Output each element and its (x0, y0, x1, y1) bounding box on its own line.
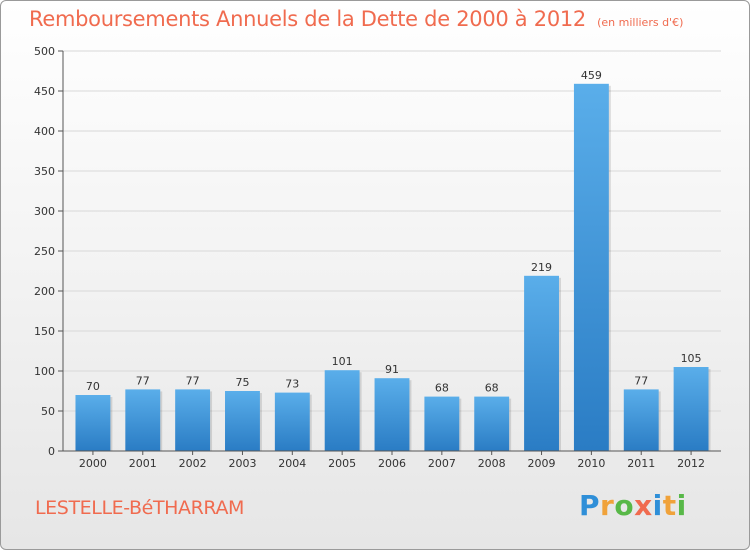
y-tick-label: 500 (34, 45, 55, 58)
x-tick-label: 2008 (478, 457, 506, 470)
data-label: 77 (634, 374, 648, 387)
x-tick-label: 2001 (129, 457, 157, 470)
x-tick-label: 2012 (677, 457, 705, 470)
data-label: 101 (332, 355, 353, 368)
bar-2007 (424, 396, 460, 451)
data-label: 77 (136, 374, 150, 387)
x-tick-label: 2011 (627, 457, 655, 470)
x-tick-label: 2009 (528, 457, 556, 470)
y-tick-label: 450 (34, 85, 55, 98)
y-tick-label: 200 (34, 285, 55, 298)
y-tick-label: 250 (34, 245, 55, 258)
y-tick-label: 50 (41, 405, 55, 418)
bar-2000 (75, 395, 111, 451)
chart-unit-label: (en milliers d'€) (597, 16, 684, 29)
logo-letter: r (600, 489, 615, 522)
logo-letter: x (634, 489, 653, 522)
y-tick-label: 100 (34, 365, 55, 378)
y-tick-label: 350 (34, 165, 55, 178)
x-tick-label: 2005 (328, 457, 356, 470)
logo-letter: o (614, 489, 635, 522)
x-tick-label: 2004 (278, 457, 306, 470)
bar-2005 (324, 370, 360, 451)
data-label: 459 (581, 69, 602, 82)
logo-letter: i (676, 489, 687, 522)
bars (75, 83, 711, 452)
data-label: 91 (385, 363, 399, 376)
bar-2010 (573, 83, 609, 452)
data-label: 219 (531, 261, 552, 274)
logo-letter: P (579, 489, 601, 522)
bar-2004 (274, 392, 310, 451)
bar-2008 (474, 396, 510, 451)
labels: 0 50 100 150 200 250 300 350 400 450 500 2000 70 2001… (34, 45, 705, 470)
x-tick-label: 2003 (228, 457, 256, 470)
title-row: Remboursements Annuels de la Dette de 20… (29, 7, 683, 31)
logo-letter: t (662, 489, 677, 522)
data-label: 105 (681, 352, 702, 365)
logo-letter: i (652, 489, 663, 522)
data-label: 75 (235, 376, 249, 389)
data-label: 77 (186, 374, 200, 387)
y-tick-label: 300 (34, 205, 55, 218)
data-label: 70 (86, 380, 100, 393)
data-label: 68 (435, 382, 449, 395)
x-tick-label: 2007 (428, 457, 456, 470)
bar-2012 (673, 367, 709, 451)
bar-2003 (225, 391, 260, 451)
axes (58, 50, 721, 455)
bar-2002 (175, 389, 211, 451)
bar-2001 (125, 389, 161, 451)
y-tick-label: 400 (34, 125, 55, 138)
y-tick-label: 0 (48, 445, 55, 458)
location-name: LESTELLE-BéTHARRAM (35, 497, 245, 519)
y-tick-label: 150 (34, 325, 55, 338)
x-tick-label: 2010 (577, 457, 605, 470)
x-tick-label: 2000 (79, 457, 107, 470)
bar-2009 (524, 275, 559, 451)
data-label: 68 (485, 382, 499, 395)
bar-2011 (623, 389, 659, 451)
x-tick-label: 2006 (378, 457, 406, 470)
x-tick-label: 2002 (179, 457, 207, 470)
data-label: 73 (285, 378, 299, 391)
chart-title: Remboursements Annuels de la Dette de 20… (29, 7, 586, 31)
bar-2006 (374, 378, 410, 451)
proxiti-logo: Proxiti (579, 489, 687, 522)
